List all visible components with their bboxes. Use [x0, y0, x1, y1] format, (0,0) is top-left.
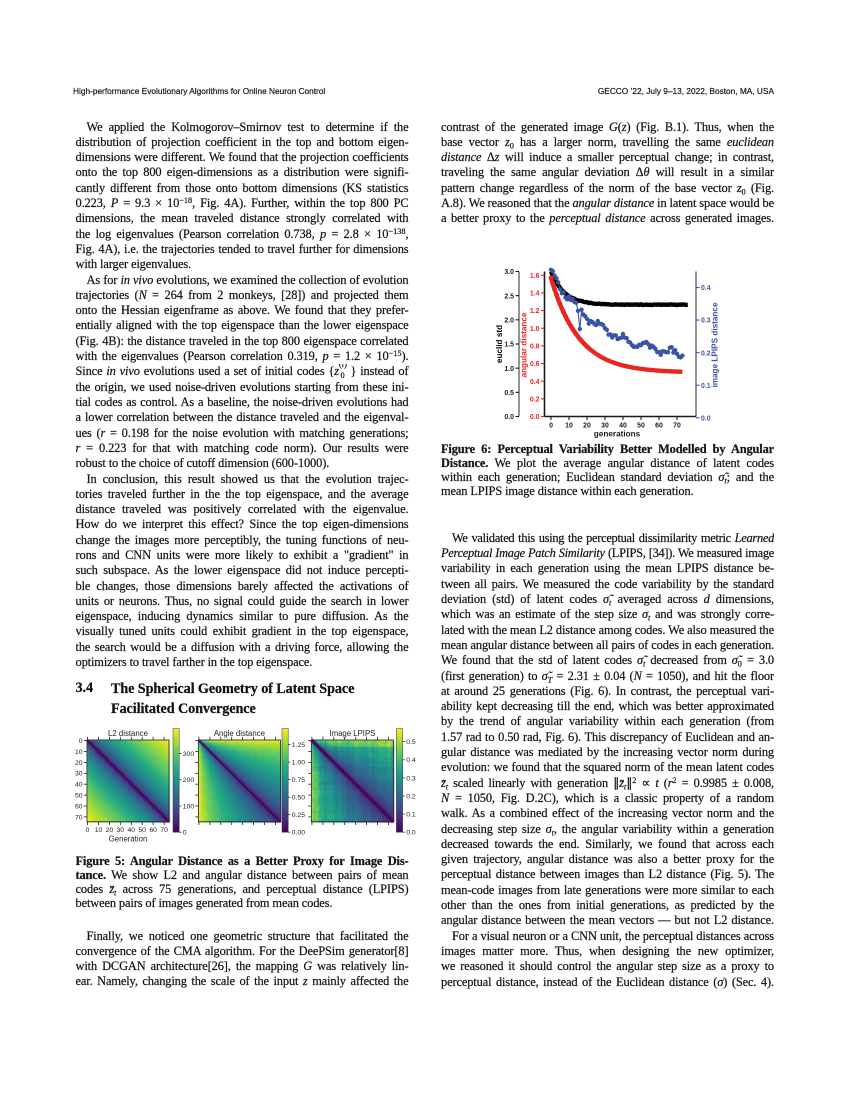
- svg-text:0.50: 0.50: [292, 795, 305, 802]
- svg-text:0.5: 0.5: [406, 739, 416, 746]
- svg-text:0.4: 0.4: [406, 757, 416, 764]
- svg-text:40: 40: [128, 827, 136, 834]
- svg-text:0.6: 0.6: [530, 361, 540, 368]
- svg-text:0: 0: [183, 830, 187, 837]
- svg-text:0.4: 0.4: [701, 285, 711, 292]
- svg-text:2.0: 2.0: [504, 317, 514, 324]
- svg-text:30: 30: [601, 423, 609, 430]
- svg-text:2.5: 2.5: [504, 293, 514, 300]
- svg-text:image LPIPS distance: image LPIPS distance: [711, 302, 720, 388]
- svg-text:1.00: 1.00: [292, 760, 305, 767]
- svg-text:Generation: Generation: [109, 834, 148, 843]
- svg-text:0.1: 0.1: [406, 812, 416, 819]
- svg-text:50: 50: [138, 827, 146, 834]
- svg-text:70: 70: [75, 814, 83, 821]
- svg-text:0.0: 0.0: [530, 414, 540, 421]
- svg-text:0: 0: [86, 827, 90, 834]
- svg-text:0.3: 0.3: [406, 775, 416, 782]
- svg-text:Image LPIPS: Image LPIPS: [329, 729, 375, 738]
- svg-text:1.25: 1.25: [292, 742, 305, 749]
- svg-text:0.2: 0.2: [701, 350, 711, 357]
- svg-text:0.5: 0.5: [504, 390, 514, 397]
- svg-text:10: 10: [565, 423, 573, 430]
- svg-text:Angle distance: Angle distance: [214, 729, 265, 738]
- svg-text:30: 30: [75, 771, 83, 778]
- svg-text:0: 0: [549, 423, 553, 430]
- svg-text:generations: generations: [594, 430, 641, 439]
- svg-text:40: 40: [75, 782, 83, 789]
- svg-text:50: 50: [637, 423, 645, 430]
- svg-text:0.0: 0.0: [406, 830, 416, 837]
- svg-text:40: 40: [619, 423, 627, 430]
- svg-text:0.2: 0.2: [530, 396, 540, 403]
- svg-text:20: 20: [106, 827, 114, 834]
- svg-text:20: 20: [583, 423, 591, 430]
- svg-text:1.0: 1.0: [530, 326, 540, 333]
- svg-text:0.0: 0.0: [701, 415, 711, 422]
- svg-text:60: 60: [75, 803, 83, 810]
- svg-text:euclid std: euclid std: [495, 325, 504, 363]
- svg-text:3.0: 3.0: [504, 269, 514, 276]
- svg-text:1.5: 1.5: [504, 342, 514, 349]
- svg-text:100: 100: [183, 803, 195, 810]
- svg-text:1.6: 1.6: [530, 273, 540, 280]
- svg-text:10: 10: [75, 749, 83, 756]
- svg-text:10: 10: [95, 827, 103, 834]
- svg-text:70: 70: [160, 827, 168, 834]
- svg-text:0.1: 0.1: [701, 383, 711, 390]
- svg-text:angular distance: angular distance: [520, 312, 529, 378]
- svg-text:300: 300: [183, 751, 195, 758]
- svg-text:1.4: 1.4: [530, 291, 540, 298]
- svg-text:0: 0: [79, 738, 83, 745]
- svg-text:0.2: 0.2: [406, 793, 416, 800]
- svg-text:30: 30: [117, 827, 125, 834]
- svg-text:0.3: 0.3: [701, 318, 711, 325]
- svg-text:50: 50: [75, 793, 83, 800]
- svg-text:0.8: 0.8: [530, 343, 540, 350]
- svg-text:70: 70: [673, 423, 681, 430]
- svg-text:0.25: 0.25: [292, 812, 305, 819]
- svg-text:0.0: 0.0: [504, 414, 514, 421]
- svg-text:20: 20: [75, 760, 83, 767]
- svg-text:0.00: 0.00: [292, 830, 305, 837]
- svg-text:60: 60: [149, 827, 157, 834]
- svg-text:60: 60: [655, 423, 663, 430]
- svg-text:200: 200: [183, 777, 195, 784]
- svg-text:0.75: 0.75: [292, 777, 305, 784]
- svg-text:L2 distance: L2 distance: [108, 729, 148, 738]
- svg-text:1.2: 1.2: [530, 308, 540, 315]
- svg-text:1.0: 1.0: [504, 366, 514, 373]
- svg-text:0.4: 0.4: [530, 379, 540, 386]
